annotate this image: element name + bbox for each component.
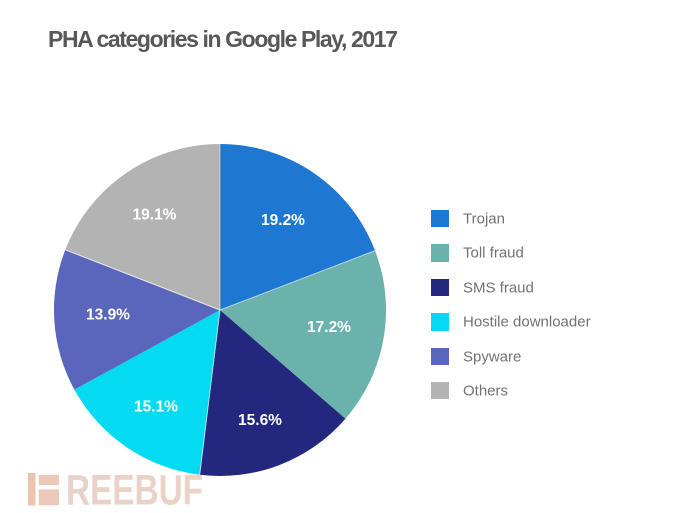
svg-text:15.6%: 15.6% [238, 412, 282, 429]
svg-text:19.1%: 19.1% [133, 207, 177, 224]
svg-text:REEBUF: REEBUF [66, 467, 203, 513]
svg-text:19.2%: 19.2% [261, 212, 305, 229]
svg-text:15.1%: 15.1% [134, 399, 178, 416]
svg-text:17.2%: 17.2% [307, 319, 351, 336]
svg-text:13.9%: 13.9% [86, 307, 130, 324]
